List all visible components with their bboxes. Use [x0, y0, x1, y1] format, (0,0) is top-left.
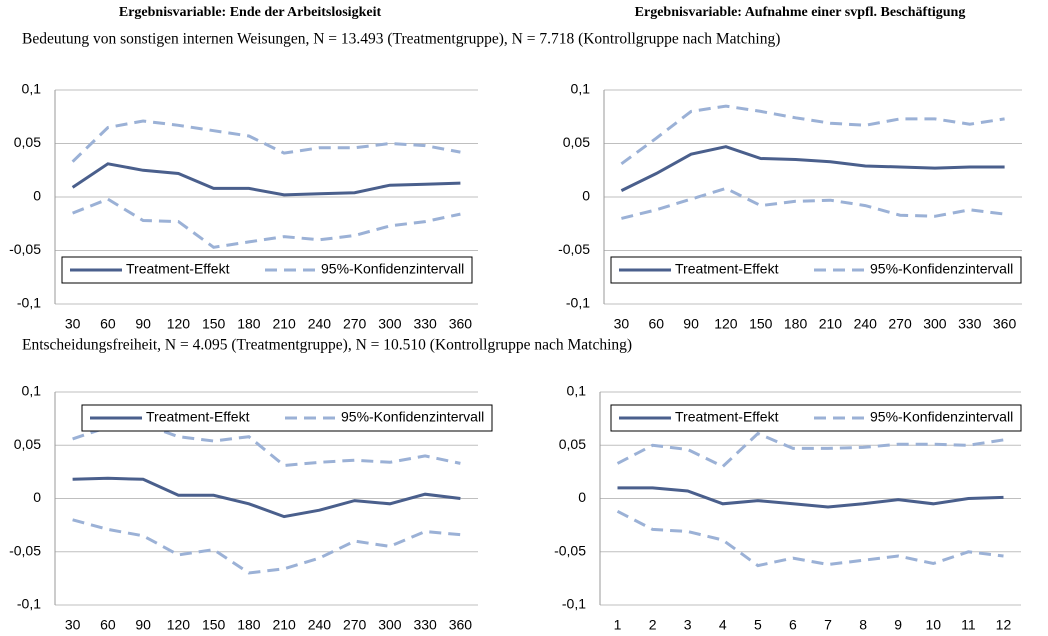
- x-tick-label: 240: [308, 316, 332, 332]
- x-tick-label: 120: [167, 316, 191, 332]
- legend-label: Treatment-Effekt: [675, 261, 779, 277]
- x-tick-label: 60: [648, 316, 664, 332]
- x-tick-label: 30: [614, 316, 630, 332]
- row-title: Bedeutung von sonstigen internen Weisung…: [22, 31, 780, 48]
- column-title: Ergebnisvariable: Aufnahme einer svpfl. …: [635, 5, 966, 20]
- x-tick-label: 60: [100, 617, 116, 633]
- y-tick-label: 0,1: [22, 81, 42, 97]
- x-tick-label: 12: [996, 617, 1012, 633]
- y-tick-label: -0,1: [17, 295, 41, 311]
- x-tick-label: 300: [378, 316, 402, 332]
- y-tick-label: -0,05: [9, 542, 41, 558]
- x-tick-label: 180: [237, 316, 261, 332]
- y-tick-label: 0,05: [14, 436, 41, 452]
- x-tick-label: 60: [100, 316, 116, 332]
- column-title: Ergebnisvariable: Ende der Arbeitslosigk…: [119, 5, 382, 20]
- x-tick-label: 210: [272, 316, 296, 332]
- ci-lower-line: [72, 518, 461, 575]
- x-tick-label: 270: [888, 316, 912, 332]
- x-tick-label: 9: [894, 617, 902, 633]
- legend-label: 95%-Konfidenzintervall: [870, 409, 1013, 425]
- x-tick-label: 150: [749, 316, 773, 332]
- legend-label: Treatment-Effekt: [146, 409, 250, 425]
- x-tick-label: 360: [993, 316, 1017, 332]
- x-tick-label: 11: [961, 617, 976, 633]
- x-tick-label: 90: [683, 316, 699, 332]
- x-tick-label: 240: [308, 617, 332, 633]
- treatment-line: [617, 486, 1004, 509]
- x-tick-label: 300: [923, 316, 947, 332]
- x-tick-label: 360: [449, 316, 473, 332]
- y-tick-label: 0,05: [14, 134, 41, 150]
- x-tick-label: 4: [719, 617, 727, 633]
- x-tick-label: 330: [958, 316, 982, 332]
- y-tick-label: 0: [582, 188, 590, 204]
- ci-lower-line: [616, 509, 1004, 568]
- ci-lower-line: [72, 197, 461, 249]
- treatment-line: [71, 162, 461, 197]
- ci-upper-line: [616, 431, 1004, 469]
- x-tick-label: 2: [649, 617, 657, 633]
- legend-label: Treatment-Effekt: [126, 261, 230, 277]
- y-tick-label: -0,1: [17, 596, 41, 612]
- x-tick-label: 240: [854, 316, 878, 332]
- x-tick-label: 210: [272, 617, 296, 633]
- x-tick-label: 1: [614, 617, 622, 633]
- x-tick-label: 360: [449, 617, 473, 633]
- y-tick-label: -0,05: [558, 241, 590, 257]
- x-tick-label: 30: [65, 316, 81, 332]
- y-tick-label: -0,1: [562, 596, 586, 612]
- ci-upper-line: [620, 104, 1005, 166]
- legend-box: [61, 256, 473, 284]
- row-title: Entscheidungsfreiheit, N = 4.095 (Treatm…: [22, 337, 632, 354]
- y-tick-label: 0,1: [22, 383, 42, 399]
- x-tick-label: 90: [135, 617, 151, 633]
- x-tick-label: 8: [859, 617, 867, 633]
- x-tick-label: 150: [202, 617, 226, 633]
- legend-label: 95%-Konfidenzintervall: [321, 261, 464, 277]
- x-tick-label: 330: [413, 316, 437, 332]
- y-tick-label: -0,1: [566, 295, 590, 311]
- x-tick-label: 6: [789, 617, 797, 633]
- x-tick-label: 180: [784, 316, 808, 332]
- x-tick-label: 90: [135, 316, 151, 332]
- ci-upper-line: [71, 119, 461, 163]
- y-tick-label: 0,05: [563, 134, 590, 150]
- x-tick-label: 7: [824, 617, 832, 633]
- x-tick-label: 300: [378, 617, 402, 633]
- legend-label: Treatment-Effekt: [675, 409, 779, 425]
- x-tick-label: 30: [65, 617, 81, 633]
- x-tick-label: 330: [413, 617, 437, 633]
- y-tick-label: 0,1: [571, 81, 591, 97]
- x-tick-label: 3: [684, 617, 692, 633]
- treatment-line: [620, 145, 1005, 192]
- y-tick-label: 0: [33, 188, 41, 204]
- x-tick-label: 10: [926, 617, 942, 633]
- y-tick-label: 0,1: [567, 383, 587, 399]
- legend-label: 95%-Konfidenzintervall: [341, 409, 484, 425]
- x-tick-label: 270: [343, 316, 367, 332]
- y-tick-label: -0,05: [9, 241, 41, 257]
- legend-label: 95%-Konfidenzintervall: [870, 261, 1013, 277]
- ci-lower-line: [621, 186, 1005, 220]
- x-tick-label: 180: [237, 617, 261, 633]
- y-tick-label: 0: [33, 489, 41, 505]
- y-tick-label: 0,05: [559, 436, 586, 452]
- x-tick-label: 120: [167, 617, 191, 633]
- x-tick-label: 270: [343, 617, 367, 633]
- x-tick-label: 210: [819, 316, 843, 332]
- x-tick-label: 150: [202, 316, 226, 332]
- x-tick-label: 5: [754, 617, 762, 633]
- treatment-line: [72, 476, 461, 519]
- y-tick-label: 0: [578, 489, 586, 505]
- x-tick-label: 120: [714, 316, 738, 332]
- y-tick-label: -0,05: [554, 542, 586, 558]
